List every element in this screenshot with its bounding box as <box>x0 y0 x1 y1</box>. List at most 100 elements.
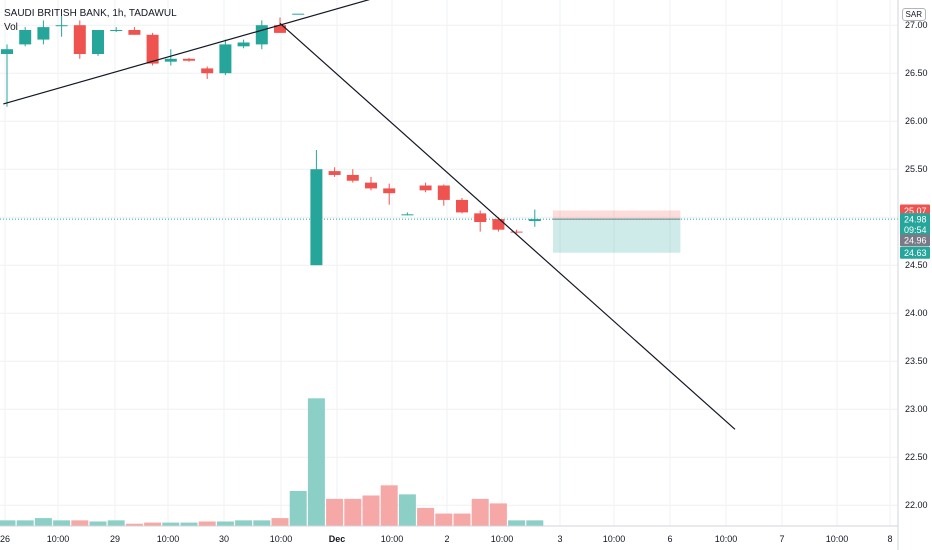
candle-body <box>528 219 541 222</box>
volume-bar <box>53 520 71 526</box>
x-tick-label: 10:00 <box>491 534 514 544</box>
y-tick-label: 26.50 <box>905 68 928 78</box>
price-label-bg <box>900 223 930 236</box>
volume-bar <box>180 522 198 526</box>
candle-body <box>274 25 286 33</box>
y-tick-label: 22.00 <box>905 500 928 510</box>
candle-body <box>201 68 214 74</box>
y-tick-label: 25.50 <box>905 164 928 174</box>
candle-body <box>437 185 450 200</box>
volume-bar <box>144 522 162 526</box>
volume-bar <box>162 522 180 526</box>
candle-body <box>365 182 377 189</box>
volume-bar <box>89 521 107 526</box>
volume-bar <box>289 490 307 526</box>
x-tick-label: 10:00 <box>826 534 849 544</box>
volume-bar <box>508 520 526 526</box>
price-label-bg <box>900 213 930 226</box>
candle-body <box>510 231 523 233</box>
price-label-bg <box>900 234 930 247</box>
y-tick-label: 26.00 <box>905 116 928 126</box>
volume-bar <box>235 520 253 526</box>
volume-bar <box>489 503 507 526</box>
candle-body <box>474 213 487 222</box>
price-label-text: 25.07 <box>904 206 927 216</box>
candle-body <box>19 30 32 45</box>
volume-bar <box>0 520 16 526</box>
x-tick-label: 2 <box>444 534 449 544</box>
volume-bars <box>0 398 544 526</box>
y-tick-label: 27.00 <box>905 20 928 30</box>
candle-body <box>383 188 396 194</box>
trend-lines[interactable] <box>3 0 736 430</box>
volume-bar <box>71 520 89 526</box>
candle-body <box>456 199 468 213</box>
x-tick-label: 10:00 <box>715 534 738 544</box>
stop-zone <box>553 210 681 220</box>
candle-body <box>346 174 359 181</box>
candle-body <box>310 169 323 266</box>
x-tick-label: 3 <box>557 534 562 544</box>
volume-bar <box>107 520 125 526</box>
candle-body <box>492 219 505 230</box>
x-tick-label: 10:00 <box>47 534 70 544</box>
x-tick-label: 7 <box>779 534 784 544</box>
position-tool[interactable] <box>553 210 681 253</box>
currency-badge[interactable]: SAR <box>901 8 926 21</box>
volume-bar <box>435 513 453 526</box>
volume-bar <box>216 521 234 526</box>
volume-label: Vol <box>4 22 18 33</box>
x-tick-label: 6 <box>667 534 672 544</box>
price-label-bg <box>900 246 930 259</box>
x-tick-label: Dec <box>329 534 346 544</box>
grid-lines <box>0 0 898 526</box>
x-tick-label: 10:00 <box>270 534 293 544</box>
volume-bar <box>326 498 344 526</box>
x-tick-label: 26 <box>0 534 10 544</box>
volume-bar <box>271 518 289 526</box>
candle-body <box>419 185 432 191</box>
y-tick-label: 22.50 <box>905 452 928 462</box>
candle-body <box>37 27 50 40</box>
candle-body <box>164 58 177 62</box>
volume-bar <box>380 485 398 526</box>
price-label-text: 09:54 <box>904 225 927 235</box>
y-tick-label: 24.50 <box>905 260 928 270</box>
candle-body <box>401 214 414 216</box>
x-tick-label: 10:00 <box>381 534 404 544</box>
symbol-title: SAUDI BRITISH BANK, 1h, TADAWUL <box>4 8 177 19</box>
trend-line <box>279 22 736 430</box>
candle-body <box>92 30 104 54</box>
x-tick-label: 29 <box>110 534 120 544</box>
volume-bar <box>471 498 489 526</box>
candle-body <box>55 25 68 27</box>
candles <box>1 13 541 266</box>
x-tick-label: 8 <box>887 534 892 544</box>
price-label-text: 24.98 <box>904 215 927 225</box>
candle-body <box>237 42 250 47</box>
volume-bar <box>362 495 380 526</box>
candle-body <box>255 25 268 45</box>
y-tick-label: 23.50 <box>905 356 928 366</box>
volume-bar <box>253 520 271 526</box>
volume-bar <box>16 520 34 526</box>
volume-bar <box>34 518 52 526</box>
candle-body <box>128 30 141 35</box>
x-tick-label: 30 <box>219 534 229 544</box>
x-tick-label: 10:00 <box>603 534 626 544</box>
target-zone <box>553 219 681 253</box>
candle-body <box>292 13 305 15</box>
candle-body <box>1 49 13 54</box>
candle-body <box>328 171 341 175</box>
candle-body <box>110 30 123 31</box>
candle-body <box>219 44 232 74</box>
price-label-text: 24.63 <box>904 248 927 258</box>
x-tick-label: 10:00 <box>157 534 180 544</box>
volume-bar <box>417 507 435 526</box>
candle-body <box>73 25 86 54</box>
price-label-text: 24.96 <box>904 236 927 246</box>
